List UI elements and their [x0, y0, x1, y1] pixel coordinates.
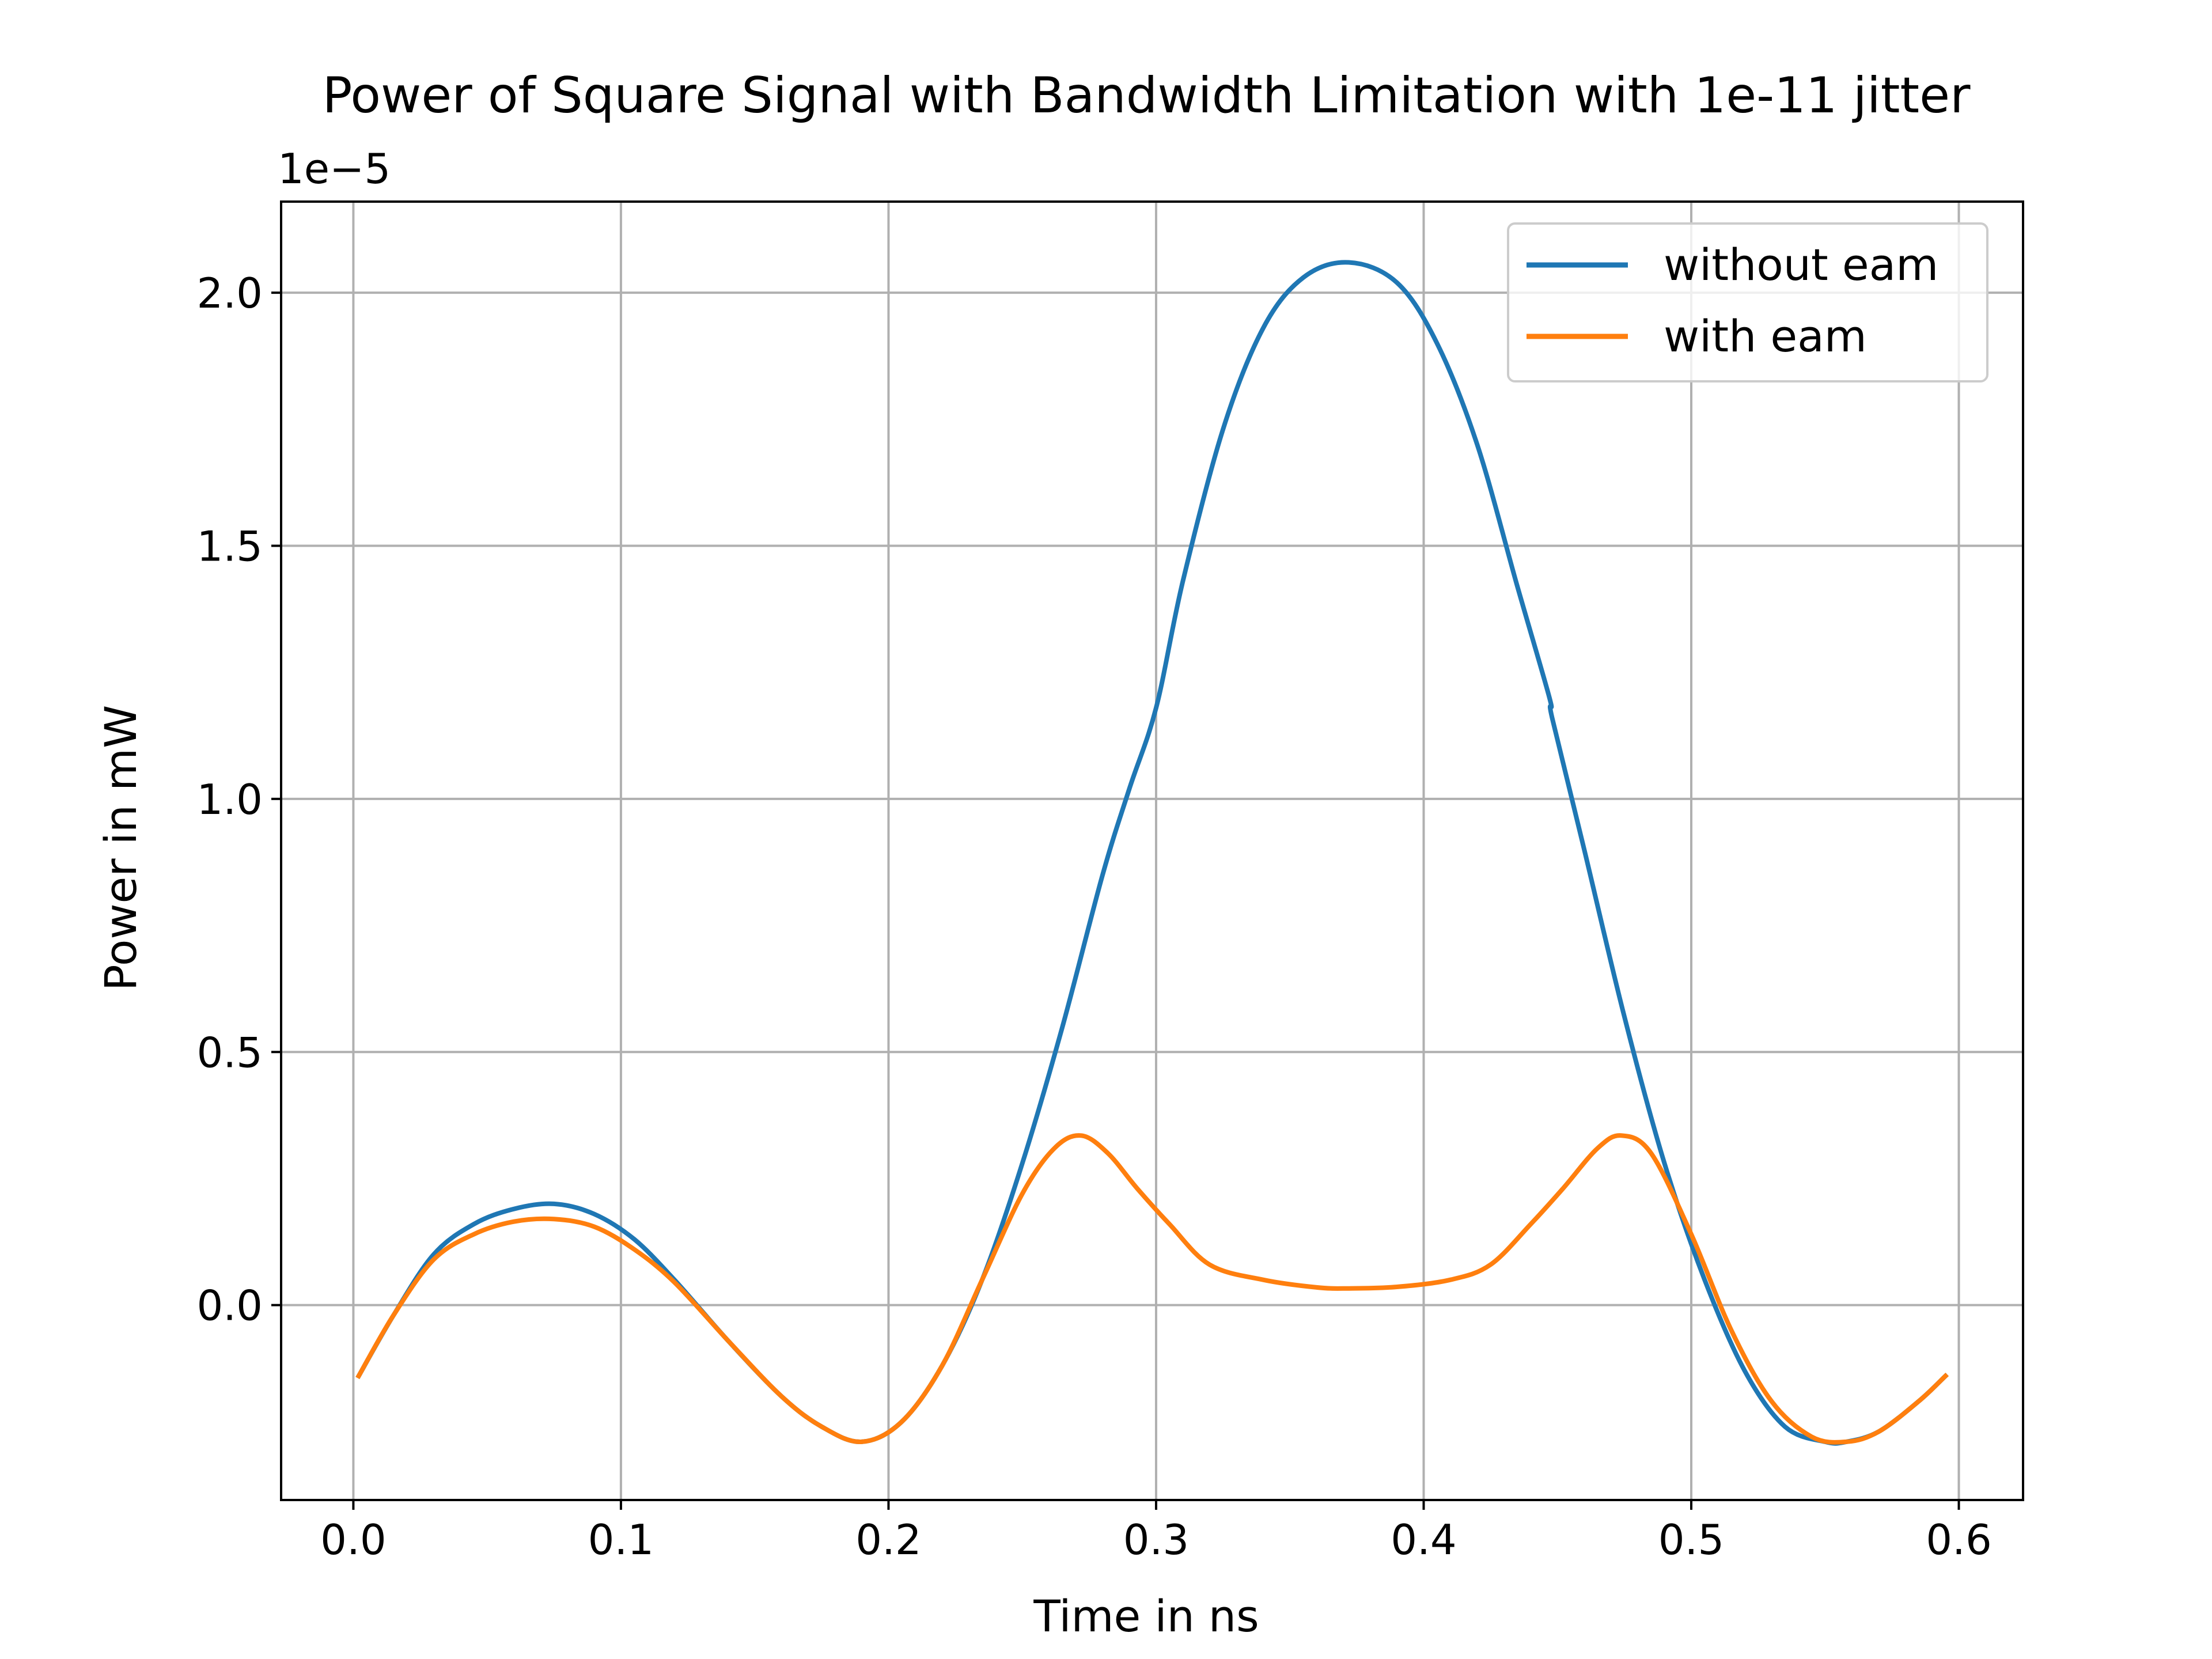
- x-tick-label: 0.2: [855, 1516, 922, 1564]
- y-tick-label: 0.5: [196, 1028, 263, 1077]
- legend-label-without-eam: without eam: [1664, 239, 1938, 290]
- x-tick-label: 0.1: [588, 1516, 654, 1564]
- x-tick-label: 0.5: [1658, 1516, 1725, 1564]
- y-axis-offset-label: 1e−5: [278, 145, 391, 193]
- x-tick-label: 0.0: [320, 1516, 387, 1564]
- series-line-with-eam: [355, 1133, 1949, 1445]
- legend: without eam with eam: [1507, 222, 1988, 382]
- plot-series: [355, 260, 1949, 1446]
- x-tick-label: 0.3: [1123, 1516, 1190, 1564]
- plot-area-frame: [280, 200, 2024, 1501]
- y-tick-label: 2.0: [196, 269, 263, 317]
- axis-ticks: 0.0 0.1 0.2 0.3 0.4 0.5 0.6 0.0 0.5 1.0 1.5 2.0: [196, 269, 1991, 1564]
- y-axis-label: Power in mW: [95, 705, 146, 991]
- x-axis-label: Time in ns: [1033, 1590, 1259, 1642]
- grid-lines: [281, 202, 2023, 1500]
- x-tick-label: 0.4: [1391, 1516, 1457, 1564]
- legend-label-with-eam: with eam: [1664, 310, 1867, 362]
- y-tick-label: 1.5: [196, 522, 263, 571]
- y-tick-label: 0.0: [196, 1282, 263, 1330]
- x-tick-label: 0.6: [1926, 1516, 1992, 1564]
- y-tick-label: 1.0: [196, 775, 263, 824]
- chart-title: Power of Square Signal with Bandwidth Li…: [323, 67, 1971, 124]
